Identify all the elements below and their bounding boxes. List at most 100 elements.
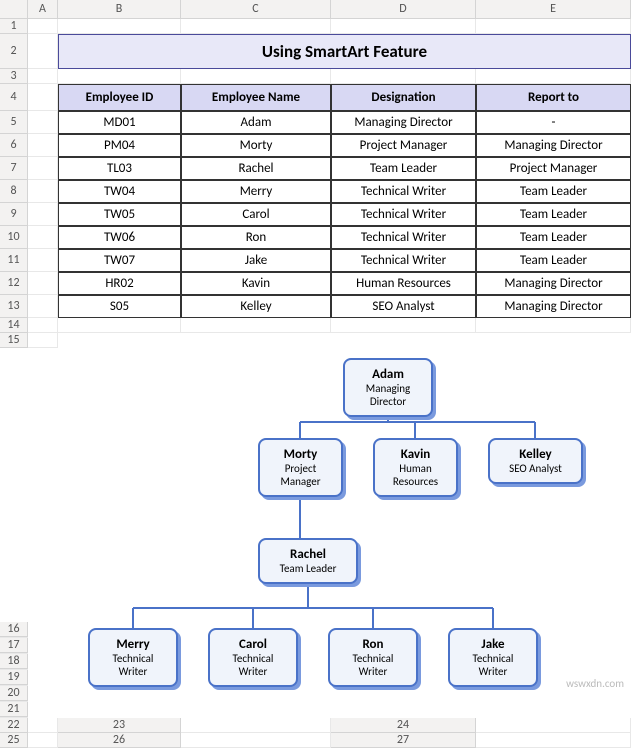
row-header-11[interactable]: 11 [0, 249, 28, 272]
org-node-carol[interactable]: CarolTechnical Writer [208, 628, 298, 687]
cell-A4[interactable] [28, 84, 58, 111]
column-header-B[interactable]: B [58, 0, 181, 19]
cell[interactable] [476, 318, 631, 333]
org-node-kavin[interactable]: KavinHuman Resources [373, 438, 458, 497]
table-cell[interactable]: Technical Writer [331, 203, 476, 226]
org-node-merry[interactable]: MerryTechnical Writer [88, 628, 178, 687]
table-cell[interactable]: Project Manager [331, 134, 476, 157]
table-cell[interactable]: SEO Analyst [331, 295, 476, 318]
org-node-morty[interactable]: MortyProject Manager [258, 438, 343, 497]
row-header-14[interactable]: 14 [0, 318, 28, 333]
column-header-D[interactable]: D [331, 0, 476, 19]
row-header-3[interactable]: 3 [0, 69, 28, 84]
cell[interactable] [58, 69, 181, 84]
cell[interactable] [181, 19, 331, 34]
table-cell[interactable]: Team Leader [331, 157, 476, 180]
table-cell[interactable]: Carol [181, 203, 331, 226]
row-header-20[interactable]: 20 [0, 686, 28, 701]
table-cell[interactable]: Team Leader [476, 249, 631, 272]
cell[interactable] [476, 69, 631, 84]
table-cell[interactable]: TL03 [58, 157, 181, 180]
cell-A1[interactable] [28, 19, 58, 34]
row-header-15[interactable]: 15 [0, 333, 28, 348]
table-cell[interactable]: Managing Director [331, 111, 476, 134]
row-header-10[interactable]: 10 [0, 226, 28, 249]
cell-A10[interactable] [28, 226, 58, 249]
org-node-rachel[interactable]: RachelTeam Leader [258, 538, 358, 584]
row-header-25[interactable]: 25 [0, 733, 28, 748]
table-cell[interactable]: Team Leader [476, 226, 631, 249]
cell[interactable] [58, 318, 181, 333]
table-cell[interactable]: TW06 [58, 226, 181, 249]
row-header-8[interactable]: 8 [0, 180, 28, 203]
table-cell[interactable]: - [476, 111, 631, 134]
cell[interactable] [181, 318, 331, 333]
table-cell[interactable]: Managing Director [476, 272, 631, 295]
row-header-4[interactable]: 4 [0, 84, 28, 111]
column-header-C[interactable]: C [181, 0, 331, 19]
row-header-5[interactable]: 5 [0, 111, 28, 134]
table-cell[interactable]: Merry [181, 180, 331, 203]
cell[interactable] [58, 19, 181, 34]
row-header-13[interactable]: 13 [0, 295, 28, 318]
cell-A2[interactable] [28, 34, 58, 69]
table-cell[interactable]: Jake [181, 249, 331, 272]
org-node-ron[interactable]: RonTechnical Writer [328, 628, 418, 687]
table-cell[interactable]: Kelley [181, 295, 331, 318]
row-header-23[interactable]: 23 [58, 718, 181, 733]
cell-A9[interactable] [28, 203, 58, 226]
table-cell[interactable]: Technical Writer [331, 226, 476, 249]
table-header-0[interactable]: Employee ID [58, 84, 181, 111]
cell-A5[interactable] [28, 111, 58, 134]
table-cell[interactable]: Human Resources [331, 272, 476, 295]
row-header-27[interactable]: 27 [331, 733, 476, 748]
cell-A26[interactable] [181, 733, 331, 748]
column-header-E[interactable]: E [476, 0, 631, 19]
table-cell[interactable]: TW07 [58, 249, 181, 272]
org-node-kelley[interactable]: KelleySEO Analyst [488, 438, 583, 484]
table-cell[interactable]: Kavin [181, 272, 331, 295]
table-cell[interactable]: Managing Director [476, 295, 631, 318]
cell-A7[interactable] [28, 157, 58, 180]
table-cell[interactable]: Team Leader [476, 203, 631, 226]
cell-A27[interactable] [476, 733, 631, 748]
cell-A11[interactable] [28, 249, 58, 272]
table-cell[interactable]: HR02 [58, 272, 181, 295]
cell-A25[interactable] [28, 733, 58, 748]
cell-A24[interactable] [476, 718, 631, 733]
row-header-17[interactable]: 17 [0, 638, 28, 653]
cell[interactable] [331, 318, 476, 333]
org-node-adam[interactable]: AdamManaging Director [343, 358, 433, 417]
cell-A6[interactable] [28, 134, 58, 157]
table-cell[interactable]: Managing Director [476, 134, 631, 157]
cell-A23[interactable] [181, 718, 331, 733]
column-header-A[interactable]: A [28, 0, 58, 19]
row-header-2[interactable]: 2 [0, 34, 28, 69]
cell[interactable] [476, 19, 631, 34]
row-header-16[interactable]: 16 [0, 622, 28, 637]
table-header-1[interactable]: Employee Name [181, 84, 331, 111]
table-cell[interactable]: Adam [181, 111, 331, 134]
cell-A3[interactable] [28, 69, 58, 84]
row-header-26[interactable]: 26 [58, 733, 181, 748]
cell-A15[interactable] [28, 333, 58, 348]
row-header-6[interactable]: 6 [0, 134, 28, 157]
cell[interactable] [331, 69, 476, 84]
title-cell[interactable]: Using SmartArt Feature [58, 34, 631, 69]
row-header-12[interactable]: 12 [0, 272, 28, 295]
table-cell[interactable]: TW05 [58, 203, 181, 226]
table-cell[interactable]: Morty [181, 134, 331, 157]
table-cell[interactable]: Technical Writer [331, 180, 476, 203]
table-cell[interactable]: Team Leader [476, 180, 631, 203]
row-header-18[interactable]: 18 [0, 654, 28, 669]
cell-A22[interactable] [28, 718, 58, 733]
table-header-3[interactable]: Report to [476, 84, 631, 111]
row-header-9[interactable]: 9 [0, 203, 28, 226]
table-cell[interactable]: Technical Writer [331, 249, 476, 272]
row-header-1[interactable]: 1 [0, 19, 28, 34]
row-header-24[interactable]: 24 [331, 718, 476, 733]
cell-A14[interactable] [28, 318, 58, 333]
table-cell[interactable]: S05 [58, 295, 181, 318]
cell[interactable] [181, 69, 331, 84]
row-header-19[interactable]: 19 [0, 670, 28, 685]
